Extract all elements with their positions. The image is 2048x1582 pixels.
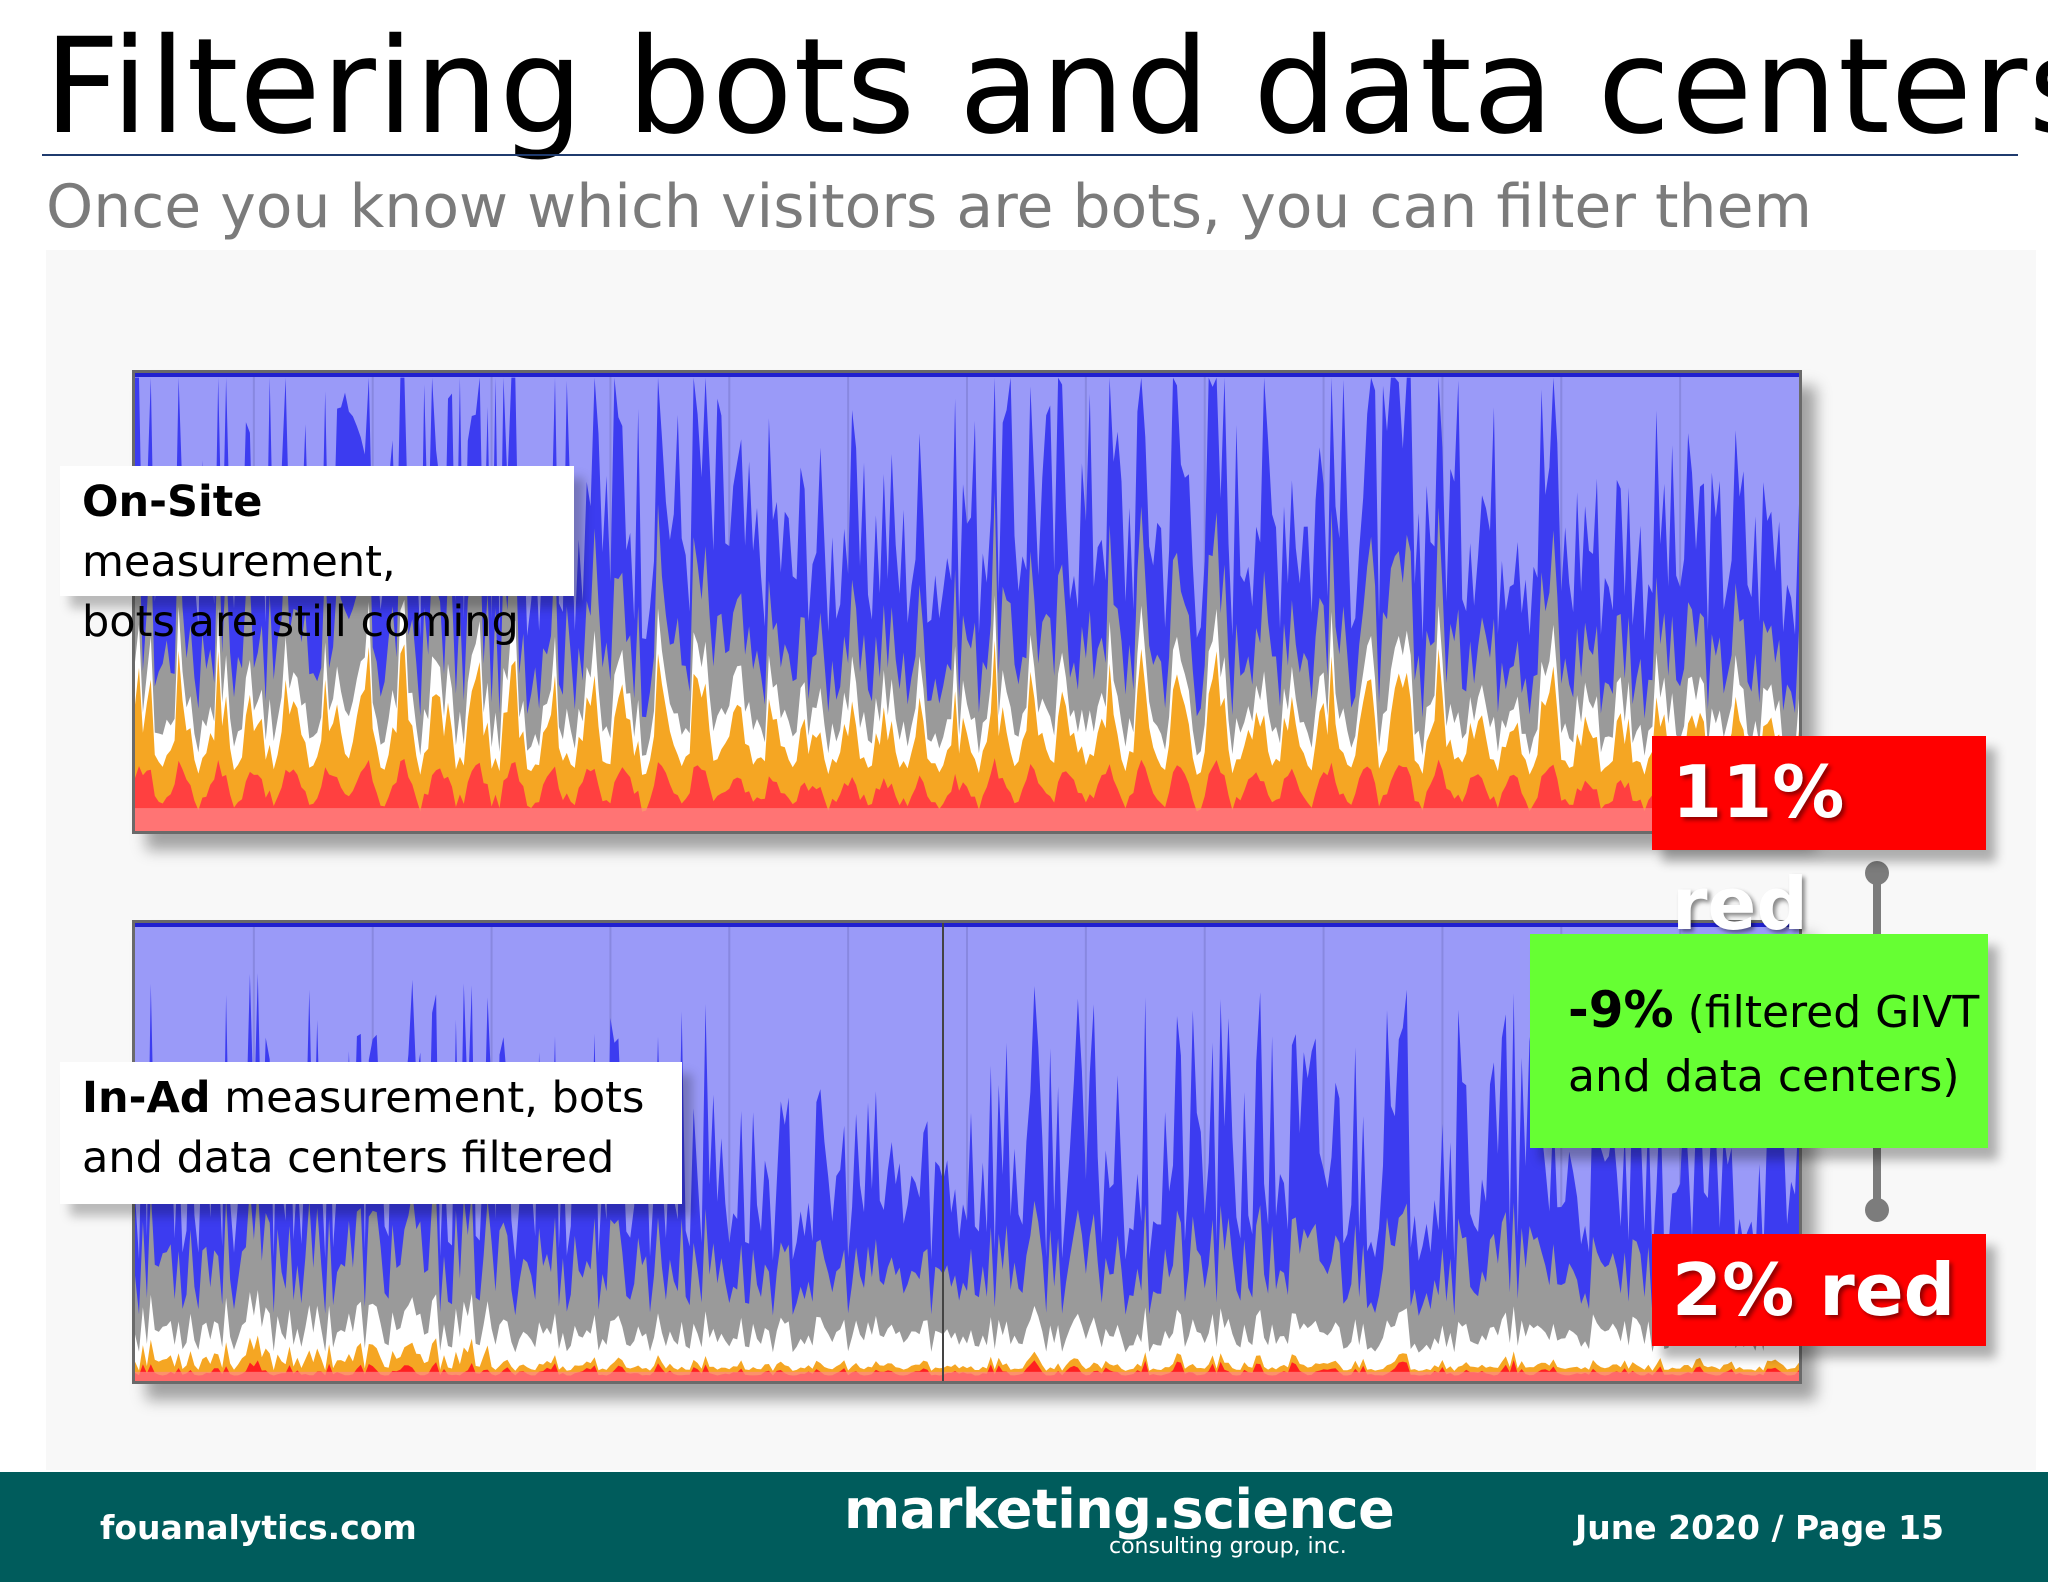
delta-badge: -9% (filtered GIVT and data centers) bbox=[1530, 934, 1988, 1148]
chart-area-layer-2 bbox=[135, 1290, 1799, 1381]
on-site-chart-svg bbox=[135, 373, 1799, 831]
footer-website: fouanalytics.com bbox=[100, 1508, 417, 1547]
in-ad-callout: In-Ad measurement, bots and data centers… bbox=[60, 1062, 682, 1204]
footer-bar: fouanalytics.com marketing.science consu… bbox=[0, 1472, 2048, 1582]
slide-title: Filtering bots and data centers bbox=[44, 10, 2048, 164]
in-ad-label-bold: In-Ad bbox=[82, 1073, 211, 1123]
footer-date-page: June 2020 / Page 15 bbox=[1575, 1508, 1944, 1547]
connector-line-bottom bbox=[1873, 1148, 1881, 1210]
on-site-label-bold: On-Site bbox=[82, 477, 263, 527]
in-ad-label-rest: measurement, bots bbox=[210, 1073, 645, 1123]
title-divider bbox=[42, 154, 2018, 156]
on-site-traffic-chart bbox=[132, 370, 1802, 834]
in-ad-red-badge: 2% red bbox=[1652, 1234, 1986, 1346]
delta-value: -9% bbox=[1568, 981, 1674, 1039]
chart-base-wash bbox=[135, 808, 1799, 831]
on-site-red-badge: 11% red bbox=[1652, 736, 1986, 946]
in-ad-label-line2: and data centers filtered bbox=[82, 1133, 615, 1183]
chart-base-wash bbox=[135, 1371, 1799, 1381]
on-site-callout: On-Site measurement, bots are still comi… bbox=[60, 466, 574, 647]
brand-logo-tagline: consulting group, inc. bbox=[1109, 1534, 1347, 1559]
delta-text-rest: (filtered GIVT bbox=[1673, 987, 1980, 1038]
delta-text-line2: and data centers) bbox=[1568, 1051, 1960, 1102]
connector-line-top bbox=[1873, 873, 1881, 935]
chart-area-layer-3 bbox=[135, 1185, 1799, 1381]
connector-dot-bottom bbox=[1865, 1198, 1889, 1222]
brand-logo: marketing.science consulting group, inc. bbox=[844, 1478, 1395, 1560]
in-ad-traffic-chart bbox=[132, 920, 1802, 1384]
brand-logo-name: marketing.science bbox=[844, 1478, 1395, 1541]
on-site-label-line2: bots are still coming bbox=[82, 597, 519, 647]
on-site-label-rest: measurement, bbox=[82, 537, 396, 587]
in-ad-chart-svg bbox=[135, 923, 1799, 1381]
slide-subtitle: Once you know which visitors are bots, y… bbox=[46, 172, 1812, 242]
